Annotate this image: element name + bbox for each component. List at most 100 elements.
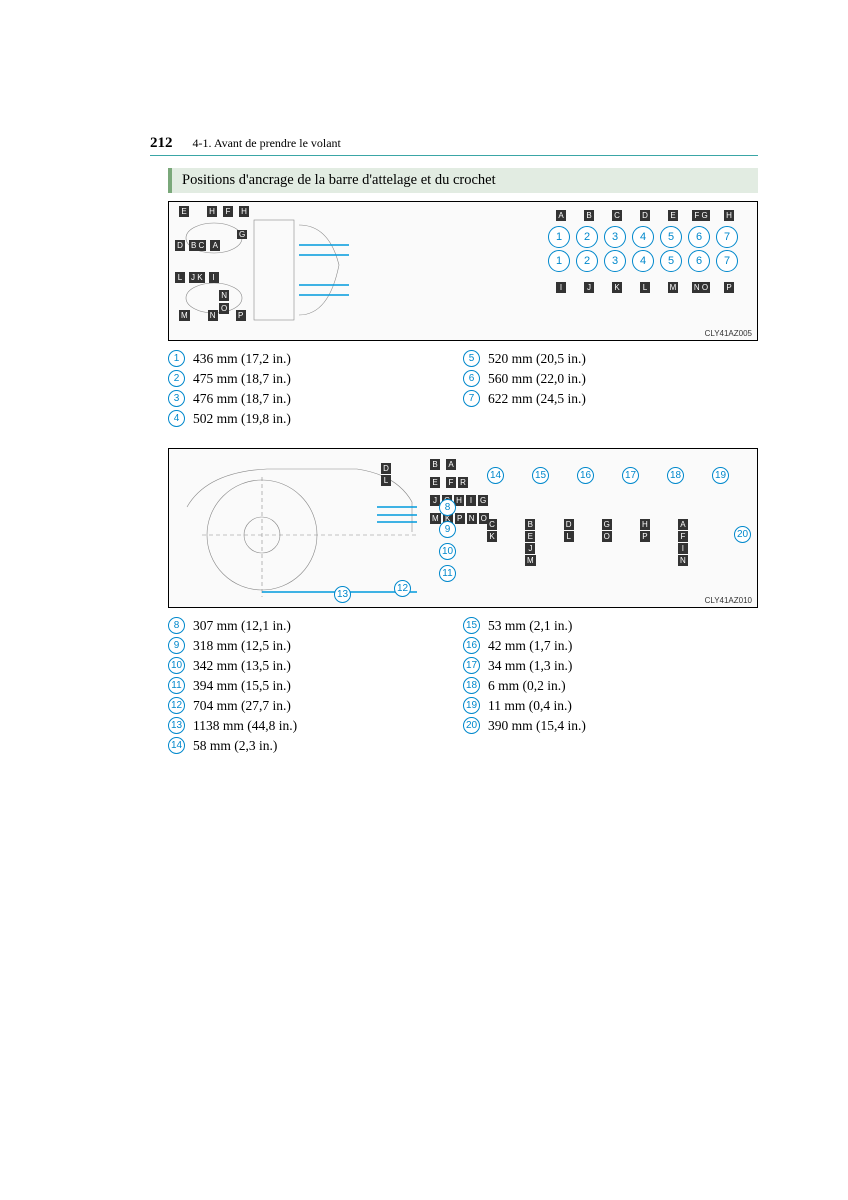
legend-item-3: 3 476 mm (18,7 in.) [168, 390, 463, 407]
circle-2: 2 [576, 250, 598, 272]
circle-1: 1 [548, 250, 570, 272]
legend-item-16: 16 42 mm (1,7 in.) [463, 637, 758, 654]
label-L: L [564, 531, 574, 542]
label-G: G [478, 495, 488, 506]
label-H: H [640, 519, 650, 530]
legend-text-7: 622 mm (24,5 in.) [488, 391, 586, 407]
legend-item-13: 131138 mm (44,8 in.) [168, 717, 463, 734]
label-I: I [678, 543, 688, 554]
legend-text-4: 502 mm (19,8 in.) [193, 411, 291, 427]
circle-1-icon: 1 [168, 350, 185, 367]
letter-H: H [724, 210, 734, 221]
section-path: 4-1. Avant de prendre le volant [193, 136, 341, 151]
label-N: N [678, 555, 688, 566]
page-number: 212 [150, 135, 173, 152]
diagram-1: E H F H G DB CA LJ KI NO MNP ABCDEF GH 1… [168, 201, 758, 341]
d1-labels-top-left: E H F H [179, 206, 249, 217]
circle-7: 7 [716, 226, 738, 248]
label-B: B [525, 519, 535, 530]
letter-B: B [584, 210, 594, 221]
circle-17: 17 [622, 467, 639, 484]
letter-C: C [612, 210, 622, 221]
circle-20-icon: 20 [463, 717, 480, 734]
legend-1-col-2: 5520 mm (20,5 in.)6560 mm (22,0 in.)7622… [463, 347, 758, 430]
circle-12: 12 [394, 580, 411, 597]
letter-N O: N O [692, 282, 710, 293]
label-P: P [455, 513, 465, 524]
label-F: F [678, 531, 688, 542]
legend-text-17: 34 mm (1,3 in.) [488, 658, 572, 674]
legend-text-9: 318 mm (12,5 in.) [193, 638, 291, 654]
label-G: G [602, 519, 612, 530]
legend-item-2: 2475 mm (18,7 in.) [168, 370, 463, 387]
d1-letters-top: ABCDEF GH [548, 210, 742, 221]
legend-item-10: 10342 mm (13,5 in.) [168, 657, 463, 674]
circle-9-icon: 9 [168, 637, 185, 654]
label-R: R [458, 477, 468, 488]
circle-3-icon: 3 [168, 390, 185, 407]
circle-10: 10 [439, 543, 456, 560]
legend-text-5: 520 mm (20,5 in.) [488, 351, 586, 367]
letter-stack: GO [602, 519, 612, 566]
letter-F G: F G [692, 210, 709, 221]
letter-P: P [724, 282, 734, 293]
circle-6: 6 [688, 250, 710, 272]
circle-7: 7 [716, 250, 738, 272]
label-A: A [678, 519, 688, 530]
circle-18: 18 [667, 467, 684, 484]
legend-text-18: 6 mm (0,2 in.) [488, 678, 566, 694]
label-E: E [430, 477, 440, 488]
legend-text-3: 476 mm (18,7 in.) [193, 391, 291, 407]
circle-5-icon: 5 [463, 350, 480, 367]
circle-6: 6 [688, 226, 710, 248]
diagram-2: DL B AE FRJCHIGMKPNO 141516171819 20 891… [168, 448, 758, 608]
label-D: D [564, 519, 574, 530]
legend-item-18: 186 mm (0,2 in.) [463, 677, 758, 694]
legend-text-11: 394 mm (15,5 in.) [193, 678, 291, 694]
circle-5: 5 [660, 226, 682, 248]
letter-E: E [668, 210, 678, 221]
legend-item-14: 1458 mm (2,3 in.) [168, 737, 463, 754]
legend-item-19: 19 11 mm (0,4 in.) [463, 697, 758, 714]
label-E: E [525, 531, 535, 542]
legend-item-17: 1734 mm (1,3 in.) [463, 657, 758, 674]
page-header: 212 4-1. Avant de prendre le volant [150, 135, 758, 156]
legend-text-16: 42 mm (1,7 in.) [488, 638, 572, 654]
circle-10-icon: 10 [168, 657, 185, 674]
legend-text-6: 560 mm (22,0 in.) [488, 371, 586, 387]
legend-text-13: 1138 mm (44,8 in.) [193, 718, 297, 734]
label-A: A [446, 459, 456, 470]
legend-item-11: 11 394 mm (15,5 in.) [168, 677, 463, 694]
letter-stack: BEJM [525, 519, 536, 566]
circle-15: 15 [532, 467, 549, 484]
d1-labels-bot: LJ KI [175, 272, 219, 283]
letter-M: M [668, 282, 679, 293]
d1-circles-grid: 12345671234567 [548, 226, 742, 272]
circle-4-icon: 4 [168, 410, 185, 427]
label-I: I [466, 495, 476, 506]
legend-text-19: 11 mm (0,4 in.) [488, 698, 572, 714]
legend-item-15: 1553 mm (2,1 in.) [463, 617, 758, 634]
label-M: M [525, 555, 536, 566]
legend-text-15: 53 mm (2,1 in.) [488, 618, 572, 634]
legend-item-12: 12704 mm (27,7 in.) [168, 697, 463, 714]
legend-item-8: 8307 mm (12,1 in.) [168, 617, 463, 634]
diagram-2-code: CLY41AZ010 [705, 596, 752, 605]
legend-item-4: 4 502 mm (19,8 in.) [168, 410, 463, 427]
circle-11-icon: 11 [168, 677, 185, 694]
label-E: E [179, 206, 189, 217]
d1-letters-bot: IJKLMN OP [548, 282, 742, 293]
circle-7-icon: 7 [463, 390, 480, 407]
circle-19-icon: 19 [463, 697, 480, 714]
circle-19: 19 [712, 467, 729, 484]
label-C: C [487, 519, 497, 530]
circle-16-icon: 16 [463, 637, 480, 654]
letter-I: I [556, 282, 566, 293]
legend-item-5: 5 520 mm (20,5 in.) [463, 350, 758, 367]
label-H: H [207, 206, 217, 217]
legend-item-20: 20390 mm (15,4 in.) [463, 717, 758, 734]
letter-J: J [584, 282, 594, 293]
label-K: K [487, 531, 497, 542]
circle-9: 9 [439, 521, 456, 538]
label-J: J [525, 543, 535, 554]
